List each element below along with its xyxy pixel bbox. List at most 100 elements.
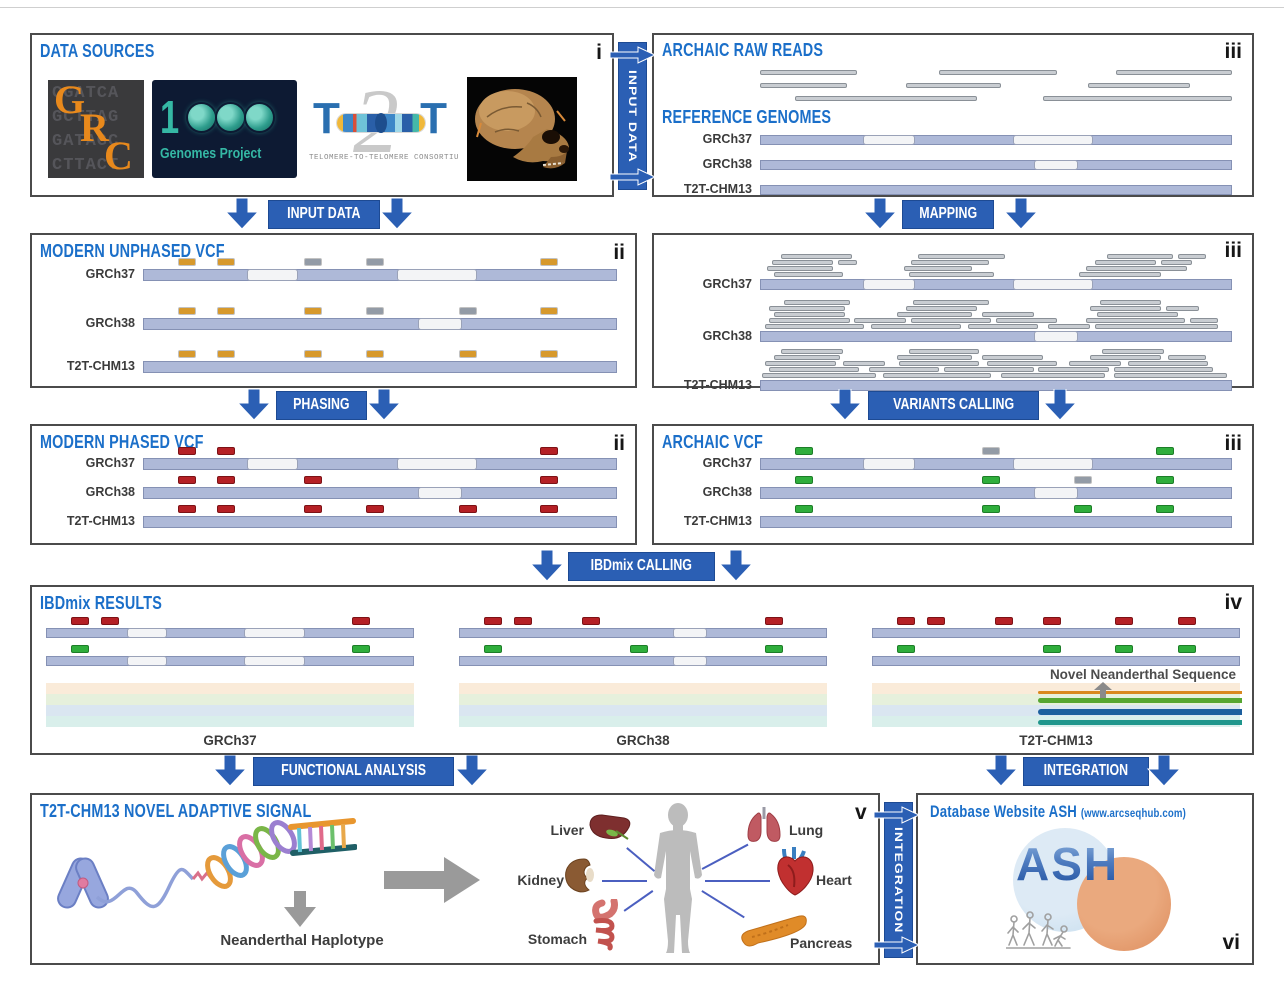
sequencing-read	[911, 318, 992, 323]
variant-marker-green	[484, 645, 503, 653]
flow-integration-text: INTEGRATION	[1043, 762, 1129, 779]
flow-ibdmix-calling-arrow	[719, 550, 753, 582]
ibdmix-group-label: GRCh37	[203, 733, 257, 748]
sequencing-read	[762, 373, 876, 378]
variant-marker-green	[1155, 447, 1174, 455]
chromosome-dna-illustration	[57, 818, 357, 909]
flow-phasing-arrow	[237, 389, 271, 421]
sequencing-read	[783, 300, 850, 305]
chromosome-bar	[143, 516, 617, 528]
assembly-gap	[243, 628, 306, 638]
connector-kidney	[602, 880, 647, 882]
neanderthal-haplotype-caption: Neanderthal Haplotype	[220, 932, 384, 949]
pancreas-icon	[741, 915, 807, 947]
variant-marker-red	[540, 476, 559, 484]
flow-integration-arrow	[1147, 755, 1181, 787]
archaic-raw-read	[1116, 70, 1232, 75]
assembly-gap	[1034, 331, 1078, 342]
variant-marker-green	[630, 645, 649, 653]
flow-input-data: INPUT DATA	[268, 200, 380, 229]
panel-mapped-reads: iii GRCh37 GRCh38 T2T-CHM13	[652, 233, 1254, 392]
sequencing-read	[981, 312, 1034, 317]
sequencing-read	[774, 312, 845, 317]
chromosome-bar	[760, 516, 1232, 528]
variant-marker-red	[101, 617, 120, 625]
integration-vertical-banner: INTEGRATION	[884, 802, 913, 958]
panel-ibdmix-results: IBDmix RESULTS iv Novel Neanderthal Sequ…	[30, 585, 1254, 755]
variant-marker-red	[484, 617, 503, 625]
assembly-gap	[672, 628, 707, 638]
sequencing-read	[903, 266, 973, 271]
panel-title: MODERN PHASED VCF	[40, 432, 204, 452]
variant-marker-red	[303, 505, 322, 513]
sequencing-read	[896, 312, 973, 317]
input-data-bottom-arrow	[610, 168, 656, 186]
liver-icon	[589, 814, 631, 840]
heart-label: Heart	[816, 872, 852, 888]
variant-marker-red	[581, 617, 600, 625]
t2t-logo: 2 T T TELOMERE-TO-TELOMERE CONSORTIUM	[305, 80, 459, 178]
variant-marker-gray	[366, 307, 385, 315]
lung-label: Lung	[789, 822, 824, 838]
sequencing-read	[967, 324, 1039, 329]
variant-marker-green	[794, 476, 813, 484]
panel-archaic-vcf: ARCHAIC VCF iii GRCh37 GRCh38 T2T-CHM13	[652, 424, 1254, 545]
flow-variants-calling-arrow	[1043, 389, 1077, 421]
sequencing-read	[842, 361, 886, 366]
variant-marker-green	[1155, 476, 1174, 484]
sequencing-read	[764, 324, 864, 329]
archaic-raw-read	[1088, 83, 1190, 88]
variant-marker-orange	[216, 307, 235, 315]
variant-marker-green	[71, 645, 90, 653]
chromosome-bar	[143, 269, 617, 281]
sequencing-read	[899, 361, 980, 366]
genome-label: GRCh37	[702, 277, 752, 291]
flow-variants-calling-text: VARIANTS CALLING	[893, 396, 1015, 413]
assembly-gap	[1013, 279, 1093, 290]
haplotype-bar-2	[872, 656, 1240, 666]
variant-marker-orange	[303, 350, 322, 358]
sequencing-read	[1165, 306, 1199, 311]
assembly-gap	[418, 318, 463, 330]
variant-marker-gray	[982, 447, 1001, 455]
panel-number: v	[855, 801, 867, 824]
human-silhouette	[654, 803, 702, 953]
panel-title: ARCHAIC VCF	[662, 432, 763, 452]
novel-sequence-stripe	[1037, 691, 1242, 694]
sequencing-read	[1090, 355, 1162, 360]
variant-marker-green	[1074, 505, 1093, 513]
sequencing-read	[781, 254, 853, 259]
chromosome-bar	[760, 380, 1232, 391]
sequencing-read	[908, 349, 980, 354]
flow-functional-analysis-text: FUNCTIONAL ANALYSIS	[281, 762, 427, 779]
panel-number: i	[596, 41, 602, 64]
archaic-raw-read	[760, 83, 848, 88]
sequencing-read	[854, 318, 907, 323]
thousand-genomes-digit: 1	[160, 91, 180, 143]
flow-mapping-arrow	[1004, 198, 1038, 230]
flow-ibdmix-calling-arrow	[530, 550, 564, 582]
sequencing-read	[1038, 367, 1110, 372]
haplotype-bar-1	[46, 628, 414, 638]
sequencing-read	[1097, 312, 1178, 317]
flow-integration-arrow	[984, 755, 1018, 787]
flow-ibdmix-calling-text: IBDmix CALLING	[590, 557, 692, 574]
panel-novel-adaptive-signal: T2T-CHM13 NOVEL ADAPTIVE SIGNAL v	[30, 793, 880, 965]
population-band	[46, 705, 414, 716]
sequencing-read	[918, 254, 1006, 259]
pancreas-label: Pancreas	[790, 935, 853, 951]
flow-functional-analysis-arrow	[455, 755, 489, 787]
variant-marker-orange	[178, 350, 197, 358]
variant-marker-red	[1178, 617, 1197, 625]
lung-icon	[747, 807, 781, 842]
population-band	[46, 683, 414, 694]
sequencing-read	[767, 266, 834, 271]
grc-letter-c: C	[104, 133, 133, 178]
flow-variants-calling: VARIANTS CALLING	[868, 391, 1040, 420]
variant-marker-red	[178, 505, 197, 513]
variant-marker-orange	[216, 258, 235, 266]
sequencing-read	[1114, 367, 1214, 372]
chromosome-bar	[760, 331, 1232, 342]
ibdmix-group-label: T2T-CHM13	[1019, 733, 1093, 748]
sequencing-read	[1114, 373, 1228, 378]
